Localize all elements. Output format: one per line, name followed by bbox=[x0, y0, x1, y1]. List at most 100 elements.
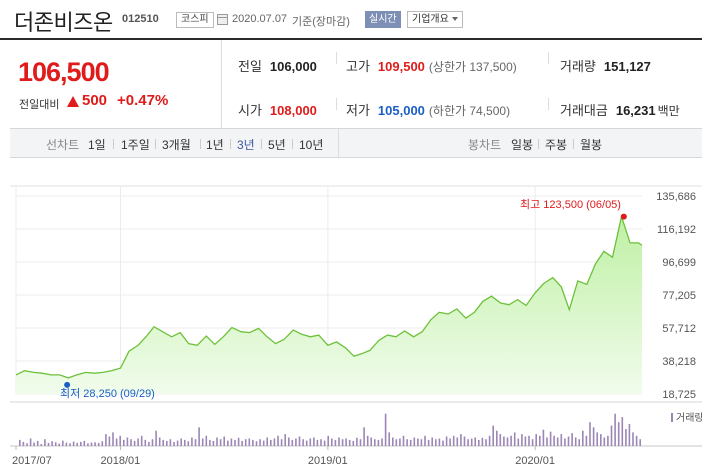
open-stat: 시가 108,000 bbox=[238, 100, 317, 119]
volume-bar bbox=[244, 439, 247, 446]
volume-bar bbox=[191, 437, 193, 446]
volume-bar bbox=[617, 422, 620, 446]
y-tick-label: 18,725 bbox=[662, 389, 696, 401]
period-1w[interactable]: 1주일 bbox=[121, 138, 150, 152]
volume-bar bbox=[366, 435, 369, 446]
company-name: 더존비즈온 bbox=[14, 11, 113, 36]
chevron-down-icon bbox=[451, 17, 458, 22]
volume-bar bbox=[420, 439, 423, 446]
prev-close-stat: 전일 106,000 bbox=[238, 56, 317, 75]
volume-bar bbox=[108, 436, 111, 446]
volume-bar bbox=[205, 435, 208, 446]
separator bbox=[230, 139, 231, 149]
volume-bar bbox=[291, 439, 294, 446]
volume-bar bbox=[69, 443, 71, 446]
volume-bar bbox=[169, 439, 172, 446]
volume-bar bbox=[90, 442, 93, 446]
candle-weekly[interactable]: 주봉 bbox=[545, 138, 568, 152]
volume-bar bbox=[435, 439, 437, 446]
period-3y[interactable]: 3년 bbox=[237, 138, 255, 152]
volume-bar bbox=[556, 437, 559, 446]
volume-bar bbox=[578, 439, 580, 446]
volume-bar bbox=[409, 439, 412, 446]
volume-bar bbox=[309, 438, 312, 446]
volume-bar bbox=[499, 434, 502, 446]
volume-bar bbox=[607, 435, 609, 446]
volume-bar bbox=[460, 434, 462, 446]
stock-code: 012510 bbox=[122, 13, 159, 25]
volume-bar bbox=[180, 438, 182, 446]
volume-bar bbox=[531, 439, 534, 446]
volume-bar bbox=[241, 440, 243, 446]
low-value: 105,000 bbox=[377, 103, 425, 118]
volume-bar bbox=[567, 436, 570, 446]
lower-limit: (하한가 74,500) bbox=[428, 104, 511, 118]
volume-bar bbox=[528, 435, 530, 446]
volume-bar bbox=[603, 437, 606, 446]
realtime-button[interactable]: 실시간 bbox=[365, 11, 401, 28]
high-label: 고가 bbox=[346, 59, 370, 74]
volume-bar bbox=[585, 435, 588, 446]
volume-bar bbox=[506, 437, 509, 446]
y-tick-label: 38,218 bbox=[662, 356, 696, 368]
x-tick-label: 2017/07 bbox=[12, 455, 52, 467]
volume-bar bbox=[130, 439, 132, 446]
volume-bar bbox=[137, 438, 139, 446]
volume-bar bbox=[574, 437, 577, 446]
volume-bar bbox=[474, 437, 476, 446]
volume-bar bbox=[126, 437, 129, 446]
volume-bar bbox=[592, 427, 595, 446]
volume-bar bbox=[445, 436, 448, 446]
volume-bar bbox=[230, 438, 233, 446]
prev-close-label: 전일 bbox=[238, 59, 262, 74]
period-1y[interactable]: 1년 bbox=[206, 138, 224, 152]
volume-bar bbox=[273, 438, 276, 446]
price-line bbox=[15, 214, 643, 379]
period-3m[interactable]: 3개월 bbox=[162, 138, 191, 152]
volume-bar bbox=[194, 439, 197, 446]
high-value: 109,500 bbox=[377, 59, 425, 74]
volume-bar bbox=[262, 440, 265, 446]
quote-date: 2020.07.07 bbox=[232, 13, 288, 25]
period-10y[interactable]: 10년 bbox=[299, 138, 324, 152]
candle-monthly[interactable]: 월봉 bbox=[580, 138, 603, 152]
volume-bar bbox=[632, 432, 634, 446]
volume-bar bbox=[248, 438, 251, 446]
volume-bar bbox=[327, 435, 329, 446]
volume-bar bbox=[33, 442, 35, 446]
divider bbox=[338, 129, 339, 157]
y-tick-label: 135,686 bbox=[656, 191, 696, 203]
volume-bar bbox=[524, 436, 527, 446]
volume-bar bbox=[277, 435, 279, 446]
volume-bar bbox=[259, 439, 261, 446]
volume-bar bbox=[219, 439, 222, 446]
period-5y[interactable]: 5년 bbox=[268, 138, 286, 152]
volume-bar bbox=[600, 434, 602, 446]
volume-bar bbox=[427, 439, 430, 446]
volume-bar bbox=[227, 440, 229, 446]
market-badge: 코스피 bbox=[176, 12, 214, 28]
calendar-icon bbox=[217, 14, 228, 25]
volume-bar bbox=[492, 425, 494, 446]
volume-bar bbox=[406, 439, 408, 446]
y-tick-label: 57,712 bbox=[662, 323, 696, 335]
upper-limit: (상한가 137,500) bbox=[428, 60, 517, 74]
separator bbox=[200, 139, 201, 149]
volume-bar bbox=[352, 440, 355, 446]
volume-bar bbox=[392, 437, 394, 446]
volume-bar bbox=[201, 438, 204, 446]
period-1d[interactable]: 1일 bbox=[88, 138, 106, 152]
volume-bar bbox=[105, 434, 107, 446]
separator bbox=[292, 139, 293, 149]
volume-bar bbox=[539, 435, 541, 446]
volume-bar bbox=[316, 439, 319, 446]
volume-bar bbox=[582, 430, 584, 446]
high-stat: 고가 109,500 (상한가 137,500) bbox=[346, 56, 517, 75]
volume-bar bbox=[467, 439, 469, 446]
corp-info-dropdown[interactable]: 기업개요 bbox=[407, 11, 463, 28]
volume-bar bbox=[503, 436, 505, 446]
volume-bar bbox=[614, 413, 616, 446]
volume-bar bbox=[438, 438, 441, 446]
candle-daily[interactable]: 일봉 bbox=[511, 138, 534, 152]
divider bbox=[336, 52, 337, 64]
